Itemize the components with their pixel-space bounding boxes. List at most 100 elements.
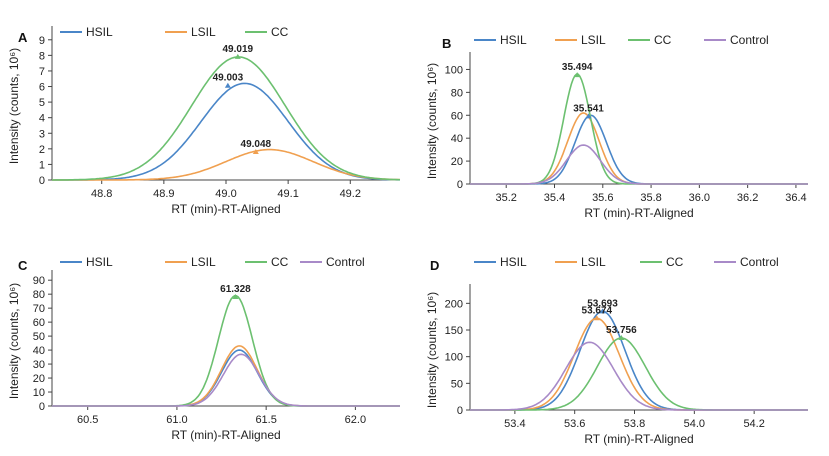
- legend-label-control: Control: [326, 255, 365, 269]
- y-tick-label: 100: [445, 64, 463, 76]
- y-tick-label: 3: [39, 128, 45, 140]
- x-tick-label: 35.6: [592, 192, 613, 204]
- series-line-lsil: [52, 148, 401, 181]
- x-tick-label: 36.0: [689, 192, 710, 204]
- peak-marker: [232, 293, 239, 299]
- peak-value-label: 49.019: [223, 44, 254, 55]
- y-axis-label: Intensity (counts, 10⁶): [425, 292, 439, 408]
- x-tick-label: 61.5: [255, 414, 276, 426]
- legend-label-lsil: LSIL: [581, 255, 606, 269]
- y-tick-label: 60: [33, 317, 45, 329]
- series-line-lsil: [470, 112, 808, 185]
- y-axis-label: Intensity (counts, 10⁶): [425, 63, 439, 179]
- x-tick-label: 53.6: [564, 418, 585, 430]
- y-tick-label: 40: [451, 133, 463, 145]
- y-tick-label: 4: [39, 113, 45, 125]
- series-line-cc: [52, 294, 400, 407]
- x-tick-label: 35.8: [640, 192, 661, 204]
- y-tick-label: 150: [445, 325, 463, 337]
- chart-panel-c: C 60.5 61.0 61.5 62.0 0 10 20 30 40 50 60 70 80 90 RT (…: [7, 255, 400, 442]
- x-tick-label: 53.4: [504, 418, 525, 430]
- peak-marker: [593, 315, 600, 321]
- y-tick-label: 9: [39, 35, 45, 47]
- panel-label: B: [442, 36, 451, 51]
- y-tick-label: 0: [457, 405, 463, 417]
- chart-panel-a: A 48.8 48.9 49.0 49.1 49.2 0 1 2 3 4 5 6 7 8 9 RT (min)-…: [7, 25, 401, 216]
- x-tick-label: 35.4: [544, 192, 565, 204]
- legend-label-control: Control: [740, 255, 779, 269]
- y-tick-label: 90: [33, 275, 45, 287]
- x-tick-label: 60.5: [77, 414, 98, 426]
- series-line-cc: [470, 337, 808, 411]
- y-tick-label: 60: [451, 110, 463, 122]
- y-tick-label: 50: [33, 331, 45, 343]
- panel-label: A: [18, 30, 28, 45]
- y-tick-label: 1: [39, 159, 45, 171]
- panel-label: D: [430, 258, 439, 273]
- peak-marker: [618, 335, 625, 340]
- series-line-hsil: [52, 349, 400, 407]
- x-tick-label: 49.0: [215, 188, 236, 200]
- legend-label-hsil: HSIL: [500, 33, 527, 47]
- peak-value-label: 53.756: [606, 325, 637, 336]
- legend-label-lsil: LSIL: [191, 255, 216, 269]
- x-tick-label: 48.9: [153, 188, 174, 200]
- legend-label-lsil: LSIL: [191, 25, 216, 39]
- series-line-control: [52, 353, 400, 407]
- y-tick-label: 8: [39, 50, 45, 62]
- chart-panel-b: B 35.2 35.4 35.6 35.8 36.0 36.2 36.4 0 20 40 60 80 10…: [425, 33, 808, 220]
- series-line-lsil: [52, 345, 400, 407]
- x-tick-label: 53.8: [624, 418, 645, 430]
- series-line-hsil: [470, 114, 808, 185]
- legend-label-cc: CC: [271, 25, 289, 39]
- series-line-cc: [470, 73, 808, 185]
- peak-value-label: 49.048: [241, 139, 272, 150]
- y-tick-label: 7: [39, 66, 45, 78]
- x-tick-label: 54.0: [684, 418, 705, 430]
- x-axis-label: RT (min)-RT-Aligned: [171, 202, 280, 216]
- y-tick-label: 40: [33, 345, 45, 357]
- legend-label-cc: CC: [654, 33, 672, 47]
- y-tick-label: 2: [39, 144, 45, 156]
- y-tick-label: 20: [33, 373, 45, 385]
- y-tick-label: 5: [39, 97, 45, 109]
- y-tick-label: 0: [457, 179, 463, 191]
- x-tick-label: 48.8: [91, 188, 112, 200]
- y-tick-label: 100: [445, 352, 463, 364]
- series-line-control: [470, 341, 808, 411]
- series-line-cc: [52, 56, 400, 181]
- y-tick-label: 10: [33, 387, 45, 399]
- x-tick-label: 49.1: [277, 188, 298, 200]
- x-tick-label: 35.2: [496, 192, 517, 204]
- x-axis-label: RT (min)-RT-Aligned: [171, 428, 280, 442]
- x-tick-label: 36.4: [785, 192, 806, 204]
- legend-label-hsil: HSIL: [86, 25, 113, 39]
- series-line-hsil: [52, 82, 400, 181]
- peak-value-label: 53.693: [587, 298, 618, 309]
- x-tick-label: 49.2: [340, 188, 361, 200]
- chart-panel-d: D 53.4 53.6 53.8 54.0 54.2 0 50 100 150 200 RT (min…: [425, 255, 808, 446]
- peak-marker: [224, 82, 231, 88]
- peak-marker: [574, 72, 581, 78]
- y-tick-label: 80: [451, 87, 463, 99]
- peak-value-label: 35.541: [573, 103, 604, 114]
- legend-label-hsil: HSIL: [86, 255, 113, 269]
- y-tick-label: 70: [33, 303, 45, 315]
- peak-marker: [585, 113, 592, 119]
- peak-marker: [599, 308, 606, 314]
- x-tick-label: 61.0: [166, 414, 187, 426]
- peak-value-label: 53.674: [582, 305, 613, 316]
- x-tick-label: 36.2: [737, 192, 758, 204]
- y-tick-label: 80: [33, 289, 45, 301]
- series-line-lsil: [470, 317, 808, 411]
- series-line-control: [470, 144, 808, 185]
- x-axis-label: RT (min)-RT-Aligned: [584, 206, 693, 220]
- y-tick-label: 50: [451, 378, 463, 390]
- legend-label-cc: CC: [666, 255, 684, 269]
- y-tick-label: 0: [39, 401, 45, 413]
- peak-marker: [252, 148, 259, 154]
- panel-label: C: [18, 258, 28, 273]
- peak-value-label: 61.328: [220, 284, 251, 295]
- y-axis-label: Intensity (counts, 10⁶): [7, 48, 21, 164]
